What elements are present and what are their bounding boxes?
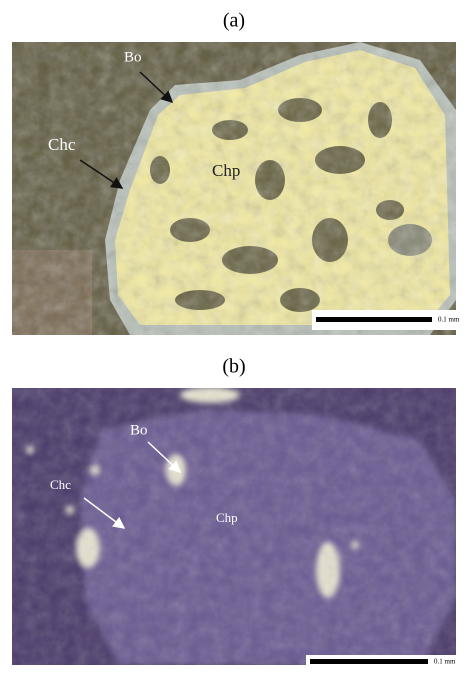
scale-bar — [316, 317, 432, 322]
annotation: Chc — [48, 135, 76, 154]
scale-bar — [310, 659, 428, 664]
annotation: Bo — [124, 49, 142, 65]
annotation: Chc — [50, 477, 71, 492]
scale-label: 0.1 mm — [438, 316, 460, 324]
panel-label: (a) — [223, 10, 245, 32]
annotation: Chp — [212, 161, 240, 180]
figure: (a) Bo Chc Chp 0.1 mm (b) — [0, 0, 468, 675]
micrograph-b — [12, 387, 456, 665]
micrograph-a — [12, 42, 456, 335]
panel-label: (b) — [222, 356, 245, 378]
annotation: Bo — [130, 422, 148, 438]
scale-label: 0.1 mm — [434, 658, 456, 666]
annotation: Chp — [216, 510, 238, 525]
